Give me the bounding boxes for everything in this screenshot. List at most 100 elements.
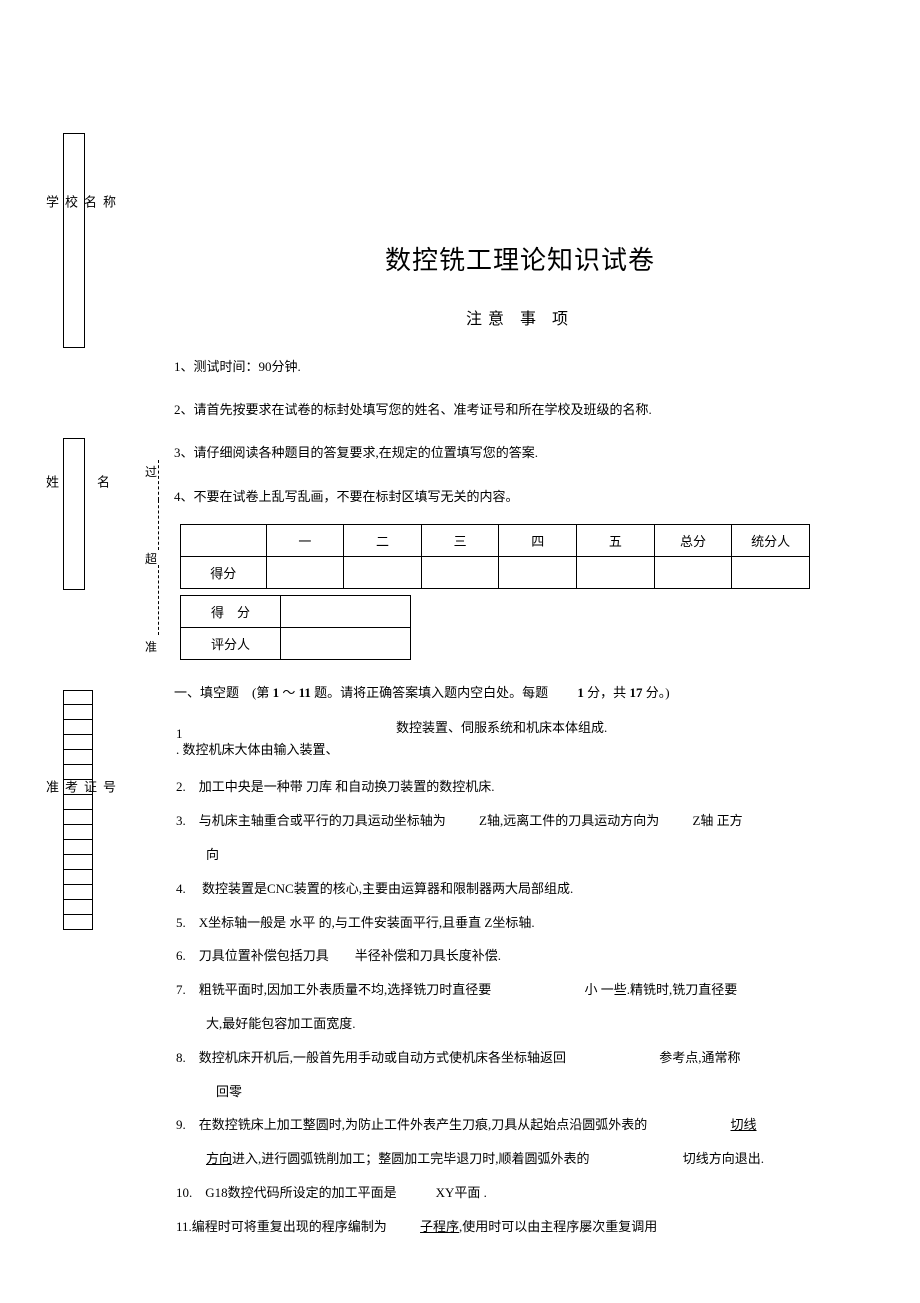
q9: 9. 在数控铣床上加工整圆时,为防止工件外表产生刀痕,刀具从起始点沿圆弧外表的 …: [176, 1108, 870, 1142]
q11b: 子程序: [420, 1219, 459, 1234]
sec-bold: 1: [577, 685, 584, 700]
grid-cell: [63, 810, 93, 825]
score-cell: [654, 556, 732, 588]
notice-3: 3、请仔细阅读各种题目的答复要求,在规定的位置填写您的答案.: [174, 437, 870, 468]
side-label-name: 名 姓: [42, 475, 112, 492]
margin-char-2: 超: [145, 550, 157, 567]
side-char: 准: [44, 780, 59, 797]
q11a: 11.编程时可将重复出现的程序编制为: [176, 1219, 387, 1234]
score-cell: [266, 556, 344, 588]
sec-text: 一、填空题 (第: [174, 685, 269, 700]
q3d: 向: [206, 838, 870, 872]
q1-text-a: . 数控机床大体由输入装置、: [176, 742, 339, 757]
section-1-head: 一、填空题 (第 1 ～ 11 题。请将正确答案填入题内空白处。每题 1 分，共…: [174, 682, 870, 701]
notice-4: 4、不要在试卷上乱写乱画，不要在标封区填写无关的内容。: [174, 481, 870, 512]
t2-grader-cell: [281, 627, 411, 659]
q9d: 进入,进行圆弧铣削加工；整圆加工完毕退刀时,顺着圆弧外表的: [232, 1151, 590, 1166]
side-char: 校: [63, 195, 78, 212]
grid-cell: [63, 840, 93, 855]
sec-text: ～: [282, 685, 295, 700]
questions-block: 1 数控装置、伺服系统和机床本体组成. . 数控机床大体由输入装置、 2. 加工…: [176, 717, 870, 1244]
q7b: 小 一些.精铣时,铣刀直径要: [585, 982, 738, 997]
sec-text: 题。请将正确答案填入题内空白处。每题: [314, 685, 574, 700]
notice-1: 1、测试时间：90分钟.: [174, 351, 870, 382]
side-char: 姓: [44, 475, 59, 492]
sec-bold: 17: [629, 685, 642, 700]
page-title: 数控铣工理论知识试卷: [170, 240, 870, 277]
page-subtitle: 注意 事 项: [170, 305, 870, 329]
th-1: 一: [266, 524, 344, 556]
t2-grader-label: 评分人: [181, 627, 281, 659]
dashed-line: [158, 460, 159, 500]
grid-cell: [63, 765, 93, 780]
dashed-line: [158, 565, 159, 635]
th-2: 二: [344, 524, 422, 556]
q7a: 7. 粗铣平面时,因加工外表质量不均,选择铣刀时直径要: [176, 982, 491, 997]
grid-cell: [63, 705, 93, 720]
main-content: 数控铣工理论知识试卷 注意 事 项 1、测试时间：90分钟. 2、请首先按要求在…: [170, 240, 870, 1244]
score-cell: [344, 556, 422, 588]
q1: 1 数控装置、伺服系统和机床本体组成. . 数控机床大体由输入装置、: [176, 717, 870, 785]
margin-char-3: 准: [145, 638, 157, 655]
side-label-school: 称 名 校 学: [42, 195, 118, 212]
margin-char-1: 过: [145, 463, 157, 480]
side-char: 学: [44, 195, 59, 212]
q8c: 回零: [216, 1075, 870, 1109]
q1-num: 1: [176, 726, 183, 741]
score-cell: [421, 556, 499, 588]
grid-cell: [63, 735, 93, 750]
grid-cell: [63, 750, 93, 765]
q3c: Z轴 正方: [692, 813, 742, 828]
side-char: 考: [63, 780, 78, 797]
q7: 7. 粗铣平面时,因加工外表质量不均,选择铣刀时直径要 小 一些.精铣时,铣刀直…: [176, 973, 870, 1007]
score-cell: [499, 556, 577, 588]
q9c: 方向: [206, 1151, 232, 1166]
th-blank: [181, 524, 267, 556]
q3: 3. 与机床主轴重合或平行的刀具运动坐标轴为 Z轴,远离工件的刀具运动方向为 Z…: [176, 804, 870, 838]
side-box-school: [63, 133, 85, 348]
q10: 10. G18数控代码所设定的加工平面是 XY平面 .: [176, 1176, 870, 1210]
q7c: 大,最好能包容加工面宽度.: [206, 1007, 870, 1041]
side-char: 称: [101, 195, 116, 212]
q6: 6. 刀具位置补偿包括刀具 半径补偿和刀具长度补偿.: [176, 939, 870, 973]
side-label-exam-id: 号 证 考 准: [42, 780, 118, 797]
t2-score-label: 得 分: [181, 595, 281, 627]
q4: 4. 数控装置是CNC装置的核心,主要由运算器和限制器两大局部组成.: [176, 872, 870, 906]
dashed-line: [158, 500, 159, 550]
th-total: 总分: [654, 524, 732, 556]
score-table-2: 得 分 评分人: [180, 595, 411, 660]
side-char: 号: [101, 780, 116, 797]
q9a: 9. 在数控铣床上加工整圆时,为防止工件外表产生刀痕,刀具从起始点沿圆弧外表的: [176, 1117, 647, 1132]
side-char: 名: [95, 475, 110, 492]
q5: 5. X坐标轴一般是 水平 的,与工件安装面平行,且垂直 Z坐标轴.: [176, 906, 870, 940]
grid-cell: [63, 825, 93, 840]
q9e: 切线方向退出.: [683, 1151, 764, 1166]
th-scorer: 统分人: [732, 524, 810, 556]
grid-cell: [63, 885, 93, 900]
grid-cell: [63, 855, 93, 870]
grid-cell: [63, 690, 93, 705]
q3a: 3. 与机床主轴重合或平行的刀具运动坐标轴为: [176, 813, 446, 828]
side-grid-exam-id: [63, 690, 93, 930]
side-box-name: [63, 438, 85, 590]
t2-score-cell: [281, 595, 411, 627]
score-table: 一 二 三 四 五 总分 统分人 得分: [180, 524, 810, 589]
th-3: 三: [421, 524, 499, 556]
score-cell: [577, 556, 655, 588]
th-5: 五: [577, 524, 655, 556]
q1-text-b: 数控装置、伺服系统和机床本体组成.: [396, 711, 607, 745]
q8: 8. 数控机床开机后,一般首先用手动或自动方式使机床各坐标轴返回 参考点,通常称: [176, 1041, 870, 1075]
sec-text: 分。): [646, 685, 670, 700]
grid-cell: [63, 870, 93, 885]
q8b: 参考点,通常称: [659, 1050, 740, 1065]
notice-2: 2、请首先按要求在试卷的标封处填写您的姓名、准考证号和所在学校及班级的名称.: [174, 394, 870, 425]
grid-cell: [63, 795, 93, 810]
sec-bold: 11: [299, 685, 311, 700]
grid-cell: [63, 915, 93, 930]
q11c: ,使用时可以由主程序屡次重复调用: [459, 1219, 657, 1234]
grid-cell: [63, 900, 93, 915]
q9b: 切线: [731, 1117, 757, 1132]
row-label: 得分: [181, 556, 267, 588]
side-char: 证: [82, 780, 97, 797]
score-cell: [732, 556, 810, 588]
